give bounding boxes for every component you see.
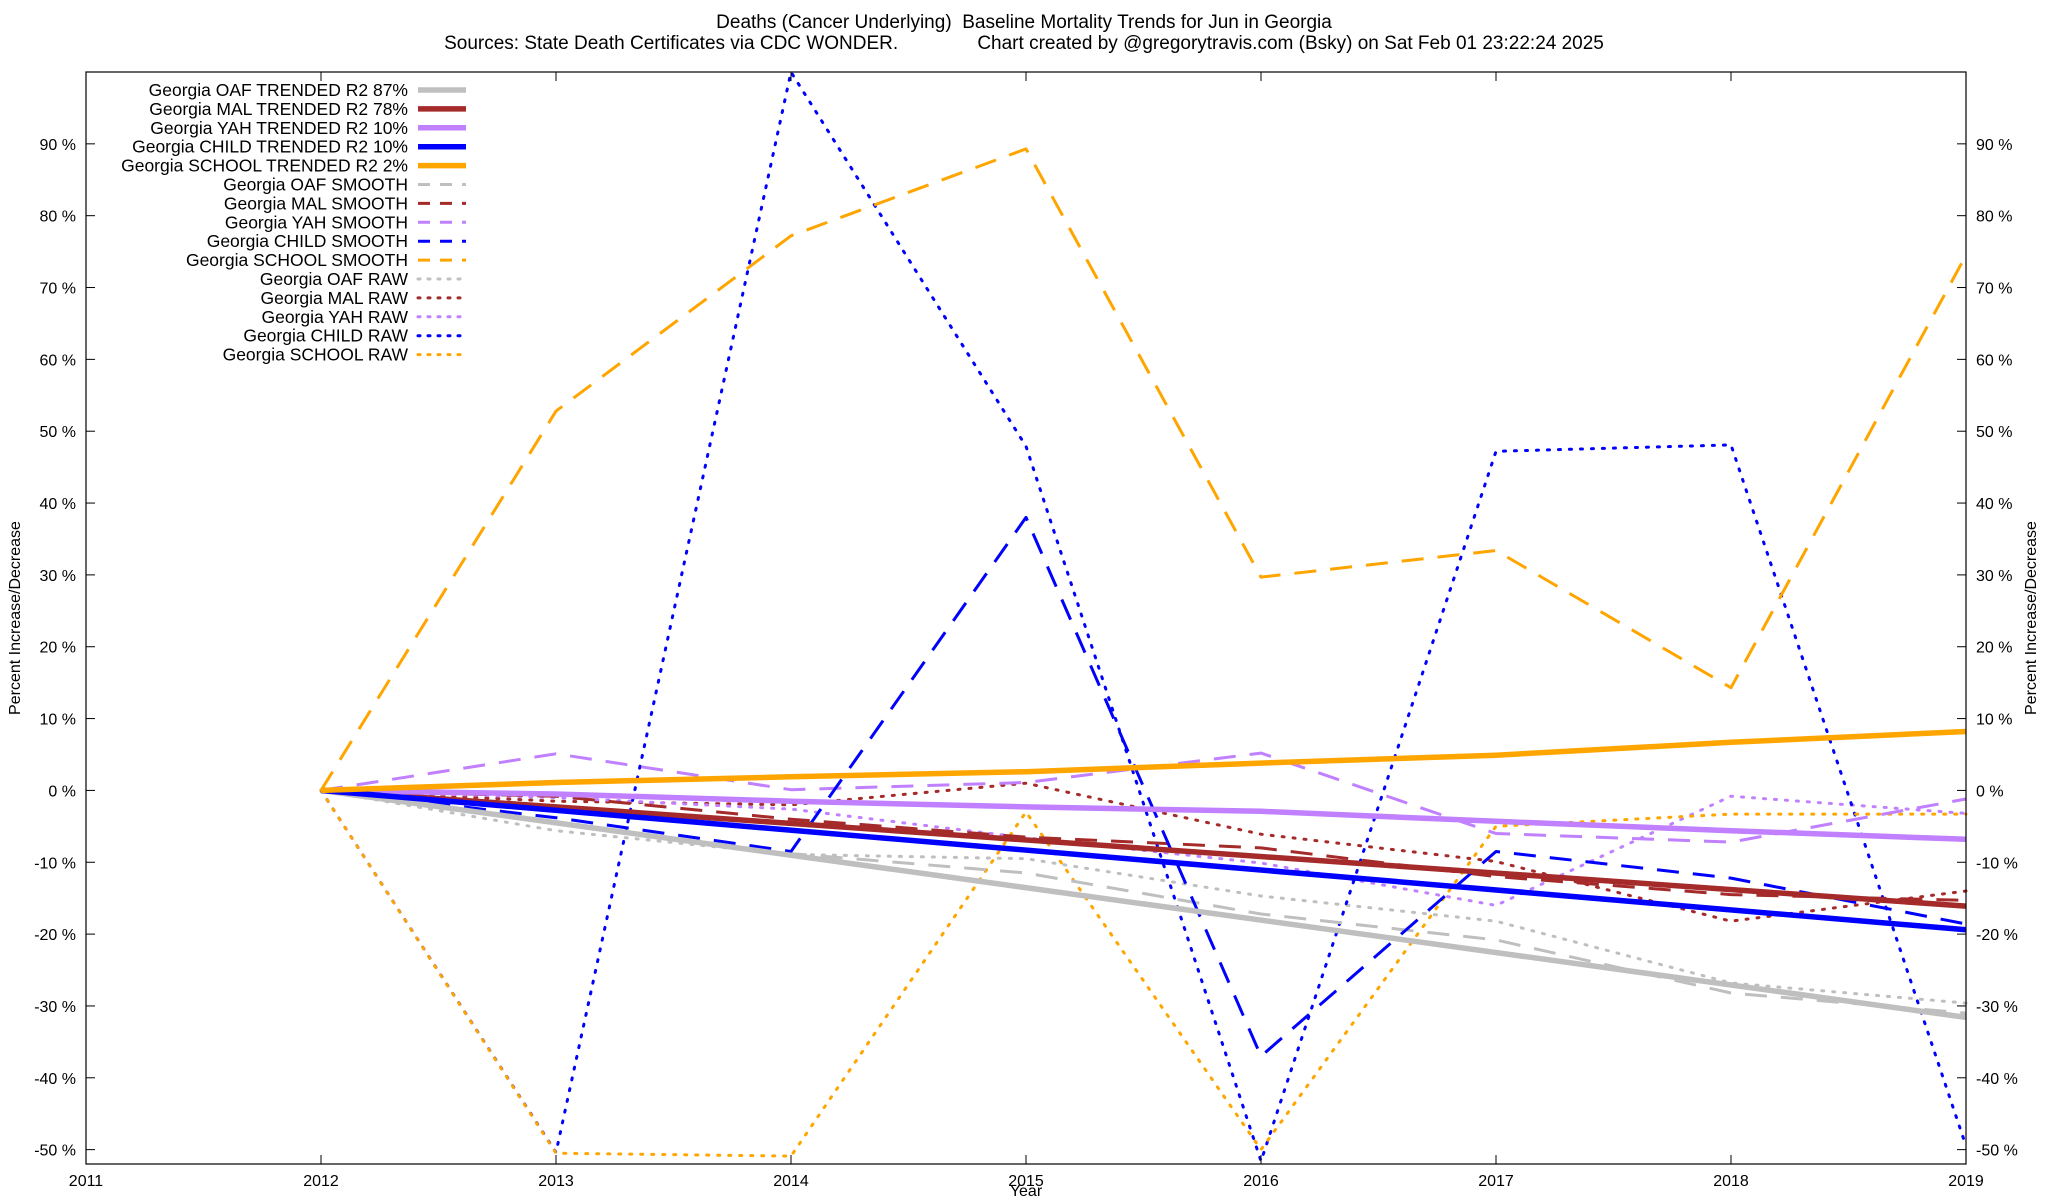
y-tick-label-left: 10 % [40,712,76,729]
legend-label: Georgia OAF TRENDED R2 87% [149,80,408,100]
legend-label: Georgia MAL TRENDED R2 78% [149,99,408,119]
legend-label: Georgia SCHOOL RAW [223,345,409,365]
y-tick-label-right: 80 % [1976,209,2012,226]
y-tick-label-left: -40 % [34,1071,76,1088]
y-axis-title-left: Percent Increase/Decrease [7,521,24,715]
legend-label: Georgia CHILD SMOOTH [207,231,408,251]
y-tick-label-left: 50 % [40,424,76,441]
legend-label: Georgia CHILD TRENDED R2 10% [132,137,408,157]
y-tick-label-left: 70 % [40,281,76,298]
legend-label: Georgia YAH TRENDED R2 10% [150,118,408,138]
legend-label: Georgia SCHOOL SMOOTH [186,250,408,270]
y-tick-label-right: 30 % [1976,568,2012,585]
y-tick-label-right: 70 % [1976,281,2012,298]
series-line-georgia-yah-trended-r2-10 [320,787,1967,843]
legend-label: Georgia YAH RAW [261,307,408,327]
legend-label: Georgia OAF RAW [260,269,409,289]
series-line-georgia-child-trended-r2-10 [320,787,1967,933]
series-line-georgia-school-trended-r2-2 [320,728,1967,794]
x-tick-label: 2017 [1478,1173,1514,1190]
series-line-georgia-oaf-raw [319,788,1968,1005]
y-tick-label-right: 20 % [1976,640,2012,657]
chart-subtitle: Sources: State Death Certificates via CD… [0,33,2048,55]
y-axis-title-right: Percent Increase/Decrease [2023,521,2040,715]
axis-ticks: 2011 2012 2013 2014 2015 2016 2017 2018 2019 90 %… [34,72,2018,1190]
series-line-georgia-mal-trended-r2-78 [320,787,1967,909]
legend-label: Georgia SCHOOL TRENDED R2 2% [121,156,408,176]
y-tick-label-right: 90 % [1976,137,2012,154]
y-tick-label-left: 20 % [40,640,76,657]
legend-label: Georgia YAH SMOOTH [225,212,408,232]
x-tick-label: 2015 [1008,1173,1044,1190]
series-line-georgia-oaf-trended-r2-87 [320,787,1967,1021]
x-tick-label: 2018 [1713,1173,1749,1190]
x-axis-title: Year [1010,1183,1043,1200]
y-tick-label-left: -20 % [34,927,76,944]
y-tick-label-left: 60 % [40,352,76,369]
legend-label: Georgia MAL SMOOTH [224,193,408,213]
x-tick-label: 2016 [1243,1173,1279,1190]
y-tick-label-right: -30 % [1976,999,2018,1016]
y-tick-label-left: -10 % [34,855,76,872]
y-tick-label-left: 80 % [40,209,76,226]
y-tick-label-left: -50 % [34,1143,76,1160]
y-tick-label-right: 0 % [1976,783,2004,800]
y-tick-label-left: 30 % [40,568,76,585]
y-tick-label-left: 90 % [40,137,76,154]
y-tick-label-right: 40 % [1976,496,2012,513]
legend-label: Georgia MAL RAW [261,288,409,308]
y-tick-label-left: 0 % [48,783,76,800]
y-tick-label-right: -20 % [1976,927,2018,944]
legend-label: Georgia OAF SMOOTH [223,175,408,195]
y-tick-label-right: 10 % [1976,712,2012,729]
y-tick-label-left: -30 % [34,999,76,1016]
x-tick-label: 2013 [538,1173,574,1190]
x-tick-label: 2019 [1948,1173,1984,1190]
plot-lines [319,70,1968,1163]
series-line-georgia-school-raw [319,788,1968,1158]
chart-title: Deaths (Cancer Underlying) Baseline Mort… [716,12,1332,33]
series-line-georgia-school-smooth [319,147,1968,792]
y-tick-label-right: -50 % [1976,1143,2018,1160]
y-tick-label-right: -10 % [1976,855,2018,872]
series-line-georgia-child-raw [319,70,1968,1163]
series-line-georgia-child-smooth [320,515,1967,1058]
y-tick-label-right: -40 % [1976,1071,2018,1088]
y-tick-label-right: 60 % [1976,352,2012,369]
x-tick-label: 2011 [69,1173,104,1190]
series-line-georgia-oaf-smooth [320,788,1967,1015]
legend-label: Georgia CHILD RAW [243,326,408,346]
x-tick-label: 2012 [303,1173,339,1190]
series-line-georgia-mal-smooth [320,788,1967,902]
x-tick-label: 2014 [773,1173,809,1190]
y-tick-label-left: 40 % [40,496,76,513]
legend: Georgia OAF TRENDED R2 87%Georgia MAL TR… [121,80,468,365]
chart-subtitle-credit: Chart created by @gregorytravis.com (Bsk… [977,33,1604,54]
y-tick-label-right: 50 % [1976,424,2012,441]
chart-subtitle-source: Sources: State Death Certificates via CD… [444,33,899,54]
